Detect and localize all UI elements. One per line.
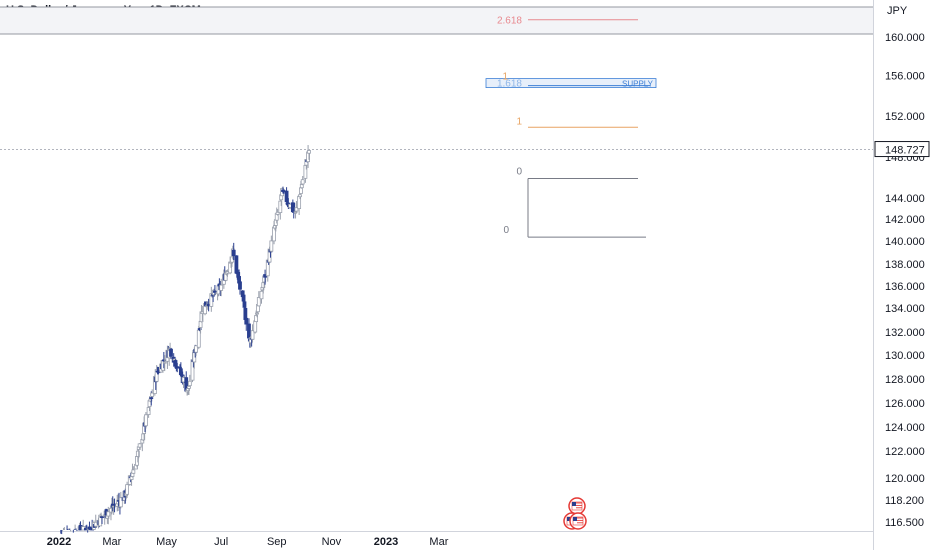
candle-body <box>137 443 142 448</box>
candle-body <box>173 360 178 367</box>
candle-body <box>247 323 251 339</box>
candle-body <box>149 397 154 399</box>
candle-body <box>254 315 259 323</box>
y-tick-label: 160.000 <box>885 32 925 44</box>
candle-body <box>275 211 280 215</box>
candle-body <box>259 290 264 300</box>
y-tick-label: 128.000 <box>885 374 925 386</box>
candle-body <box>250 330 255 340</box>
candle-body <box>294 207 299 212</box>
y-tick-label: 138.000 <box>885 259 925 271</box>
candle-body <box>244 317 249 325</box>
last-price-label: 148.727 <box>885 145 925 157</box>
candle-body <box>299 184 304 189</box>
y-tick-label: 152.000 <box>885 111 925 123</box>
candle-body <box>261 282 266 289</box>
candle-body <box>187 385 191 389</box>
y-tick-label: 130.000 <box>885 350 925 362</box>
candle-body <box>197 328 202 330</box>
candle-body <box>298 194 302 198</box>
x-tick-label: Mar <box>429 536 448 548</box>
candle-body <box>269 240 274 252</box>
candle-body <box>242 301 247 308</box>
candle-body <box>106 511 111 517</box>
y-tick-label: 134.000 <box>885 303 925 315</box>
candle-body <box>219 284 224 291</box>
y-tick-label: 120.000 <box>885 473 925 485</box>
candle-body <box>162 361 167 364</box>
y-tick-label: 156.000 <box>885 71 925 83</box>
candle-body <box>178 366 182 369</box>
fib-1618-label: 1.618 <box>497 79 522 90</box>
candle-body <box>253 320 258 333</box>
x-tick-label: Nov <box>322 536 342 548</box>
candle-body <box>169 348 173 357</box>
y-tick-label: 132.000 <box>885 327 925 339</box>
fib-2618-label: 2.618 <box>497 16 522 27</box>
candle-body <box>118 497 123 508</box>
top-shade <box>0 7 873 34</box>
y-tick-label: 136.000 <box>885 281 925 293</box>
candle-body <box>100 516 104 519</box>
supply-zone <box>485 78 657 88</box>
candle-body <box>196 329 201 348</box>
last-price-box <box>874 141 930 158</box>
fib-0-upper-label: 0 <box>516 167 522 178</box>
candle-body <box>284 190 289 203</box>
candle-body <box>146 407 151 415</box>
supply-label: SUPPLY <box>622 80 654 89</box>
candle-body <box>293 211 298 214</box>
x-tick-label: 2023 <box>374 536 398 548</box>
y-tick-label: 144.000 <box>885 193 925 205</box>
candle-body <box>213 290 217 293</box>
candle-body <box>256 297 261 307</box>
y-tick-label: 124.000 <box>885 422 925 434</box>
x-tick-label: Mar <box>102 536 121 548</box>
x-tick-label: May <box>156 536 177 548</box>
x-tick-label: Sep <box>267 536 287 548</box>
candle-body <box>307 150 311 154</box>
y-tick-label: 142.000 <box>885 214 925 226</box>
candle-body <box>241 294 246 302</box>
candle-body <box>234 255 239 274</box>
candle-body <box>300 179 305 185</box>
us-flag-icon-canton <box>573 517 577 521</box>
candle-body <box>150 392 155 397</box>
candle-body <box>135 450 140 457</box>
y-tick-label: 140.000 <box>885 236 925 248</box>
candle-body <box>125 484 129 495</box>
fib-1-label: 1 <box>516 116 522 127</box>
candle-body <box>238 281 242 290</box>
candle-body <box>131 469 136 474</box>
candle-body <box>144 414 148 427</box>
candle-body <box>111 505 116 508</box>
candle-body <box>148 398 153 402</box>
candle-body <box>141 433 146 441</box>
candle-body <box>154 369 159 382</box>
us-flag-icon-canton <box>572 502 576 506</box>
x-tick-label: Jul <box>214 536 228 548</box>
y-tick-label: 116.500 <box>885 517 924 529</box>
fib-1-upper-label: 1 <box>502 72 508 83</box>
candle-body <box>231 249 236 257</box>
fib-0-lower-label: 0 <box>503 225 509 236</box>
candle-body <box>194 345 198 353</box>
currency-label: JPY <box>887 5 908 17</box>
candle-body <box>278 200 283 214</box>
candle-body <box>187 380 192 387</box>
x-tick-label: 2022 <box>47 536 71 548</box>
y-tick-label: 126.000 <box>885 398 925 410</box>
y-tick-label: 118.200 <box>885 495 924 507</box>
candle-body <box>255 312 259 315</box>
candle-body <box>161 359 166 362</box>
us-flag-icon-canton <box>567 517 571 521</box>
y-tick-label: 122.000 <box>885 446 925 458</box>
